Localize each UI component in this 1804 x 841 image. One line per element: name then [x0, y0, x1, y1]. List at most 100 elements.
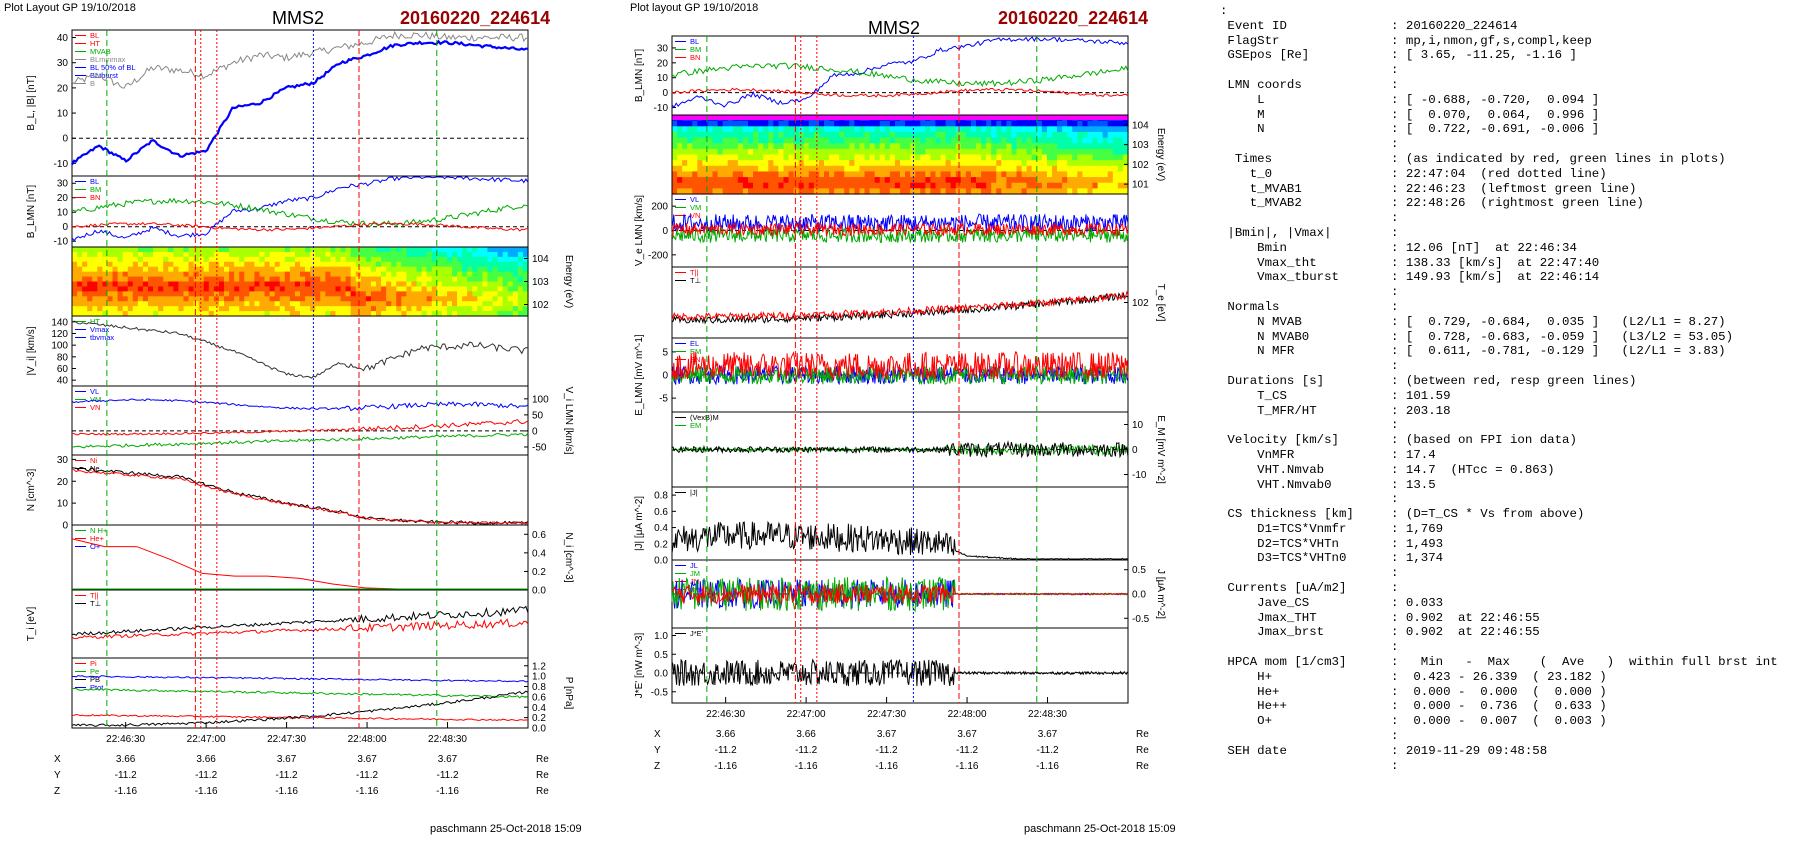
- spectrogram-cell: [396, 276, 402, 283]
- spectrogram-cell: [426, 266, 433, 273]
- spectrogram-cell: [178, 247, 185, 253]
- spectrogram-cell: [1006, 177, 1013, 184]
- spectrogram-cell: [758, 137, 764, 144]
- spectrogram-cell: [732, 165, 739, 173]
- spectrogram-cell: [173, 301, 179, 307]
- spectrogram-cell: [965, 148, 972, 156]
- spectrogram-cell: [707, 126, 714, 133]
- spectrogram-cell: [849, 177, 855, 184]
- spectrogram-cell: [208, 286, 215, 292]
- spectrogram-cell: [682, 126, 688, 133]
- spectrogram-cell: [996, 188, 1002, 195]
- spectrogram-cell: [1016, 126, 1023, 133]
- info-line: Jmax_THT : 0.902 at 22:46:55: [1220, 610, 1540, 625]
- spectrogram-cell: [92, 301, 98, 307]
- spectrogram-cell: [163, 276, 169, 283]
- spectrogram-cell: [702, 160, 709, 167]
- spectrogram-cell: [492, 301, 499, 307]
- spectrogram-cell: [1117, 171, 1124, 178]
- spectrogram-cell: [436, 256, 443, 263]
- spectrogram-cell: [900, 137, 906, 144]
- spectrogram-cell: [900, 165, 906, 173]
- spectrogram-cell: [391, 247, 397, 253]
- spectrogram-cell: [249, 291, 255, 297]
- spectrogram-cell: [279, 311, 286, 317]
- legend-entry: EM: [690, 421, 701, 430]
- spectrogram-cell: [441, 247, 448, 253]
- spectrogram-cell: [112, 247, 119, 253]
- spectrogram-cell: [859, 131, 866, 139]
- spectrogram-cell: [1006, 160, 1013, 167]
- spectrogram-cell: [1092, 126, 1099, 133]
- info-line: |Bmin|, |Vmax| :: [1220, 225, 1399, 240]
- spectrogram-cell: [996, 182, 1002, 189]
- spectrogram-cell: [844, 182, 850, 189]
- spectrogram-cell: [345, 291, 352, 297]
- spectrogram-cell: [768, 154, 774, 161]
- spectrogram-cell: [300, 286, 306, 292]
- spectrogram-cell: [72, 291, 78, 297]
- spectrogram-cell: [289, 251, 296, 258]
- spectrogram-cell: [697, 131, 703, 139]
- spectrogram-cell: [102, 271, 109, 278]
- spectrogram-cell: [940, 182, 947, 189]
- spectrogram-cell: [732, 148, 739, 156]
- spectrogram-cell: [391, 311, 397, 317]
- spectrogram-cell: [950, 154, 957, 161]
- data-line-en: [671, 351, 1129, 380]
- panel-frame: [71, 385, 529, 456]
- spectrogram-cell: [798, 182, 805, 189]
- y-tick-label: 80: [57, 352, 69, 363]
- legend-entry: Ne: [90, 464, 100, 473]
- info-line: Times : (as indicated by red, green line…: [1220, 151, 1726, 166]
- spectrogram-cell: [950, 120, 957, 127]
- spectrogram-cell: [376, 286, 382, 292]
- spectrogram-cell: [452, 291, 458, 297]
- spectrogram-cell: [1102, 177, 1109, 184]
- spectrogram-cell: [396, 281, 402, 288]
- spectrogram-cell: [381, 251, 387, 258]
- spectrogram-cell: [687, 165, 693, 173]
- legend-entry: T||: [690, 268, 699, 277]
- data-line-he: [71, 538, 528, 590]
- spectrogram-cell: [996, 143, 1002, 150]
- spectrogram-cell: [712, 137, 719, 144]
- spectrogram-cell: [305, 311, 311, 317]
- info-line: D1=TCS*Vnmfr : 1,769: [1220, 521, 1444, 536]
- spectrogram-cell: [426, 271, 433, 278]
- spectrogram-cell: [173, 276, 179, 283]
- spectrogram-cell: [839, 182, 845, 189]
- spectrogram-cell: [330, 247, 337, 253]
- spectrogram-cell: [325, 261, 331, 268]
- event-id-title: 20160220_224614: [998, 8, 1149, 28]
- data-line-pb: [71, 690, 529, 727]
- spectrogram-cell: [849, 143, 855, 150]
- spectrogram-cell: [300, 256, 306, 263]
- spectrogram-cell: [1122, 160, 1129, 167]
- spectrogram-cell: [284, 291, 291, 297]
- spectrogram-cell: [492, 271, 499, 278]
- ephemeris-value: -11.2: [795, 745, 817, 756]
- spectrogram-cell: [874, 171, 881, 178]
- spectrogram-cell: [173, 281, 179, 288]
- spectrogram-cell: [697, 137, 703, 144]
- spectrogram-cell: [773, 131, 779, 139]
- spectrogram-cell: [1077, 160, 1083, 167]
- spectrogram-cell: [462, 266, 468, 273]
- spectrogram-cell: [340, 251, 347, 258]
- spectrogram-cell: [1001, 154, 1007, 161]
- spectrogram-cell: [269, 301, 276, 307]
- spectrogram-cell: [482, 306, 489, 312]
- spectrogram-cell: [1001, 160, 1007, 167]
- spectrogram-cell: [991, 126, 997, 133]
- spectrogram-cell: [722, 143, 729, 150]
- x-tick-label: 22:48:00: [348, 734, 387, 745]
- spectrogram-cell: [930, 148, 937, 156]
- spectrogram-cell: [264, 301, 271, 307]
- spectrogram-cell: [788, 188, 795, 195]
- spectrogram-cell: [87, 256, 93, 263]
- spectrogram-cell: [813, 131, 820, 139]
- spectrogram-cell: [284, 311, 291, 317]
- spectrogram-cell: [502, 301, 509, 307]
